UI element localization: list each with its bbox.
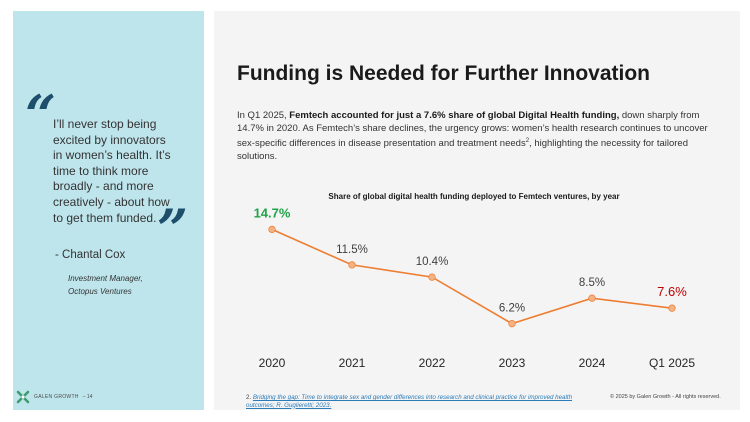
copyright-notice: © 2025 by Galen Growth - All rights rese… <box>610 394 721 400</box>
data-point <box>588 294 596 302</box>
intro-body: down sharply from 14.7% in 2020. As Femt… <box>237 110 708 150</box>
x-tick-label: 2023 <box>499 356 526 370</box>
x-tick-label: 2020 <box>259 356 286 370</box>
data-point <box>668 304 676 312</box>
close-quote-icon: ” <box>157 197 189 261</box>
x-tick-label: 2022 <box>419 356 446 370</box>
footnote-link[interactable]: Bridging the gap: Time to integrate sex … <box>246 394 573 409</box>
x-tick-label: 2021 <box>339 356 366 370</box>
data-label: 10.4% <box>416 256 449 268</box>
intro-paragraph: In Q1 2025, Femtech accounted for just a… <box>237 110 727 163</box>
quote-role-company: Octopus Ventures <box>68 287 132 296</box>
intro-end: , highlighting the necessity for tailore… <box>237 138 689 162</box>
galen-growth-logo-icon <box>16 390 30 404</box>
page-title: Funding is Needed for Further Innovation <box>237 62 650 85</box>
data-point <box>428 273 436 281</box>
company-logo: GALEN GROWTH – 14 <box>16 390 92 404</box>
data-label: 8.5% <box>579 277 605 289</box>
funding-share-line-chart: Share of global digital health funding d… <box>254 192 696 370</box>
x-tick-label: 2024 <box>579 356 606 370</box>
data-point <box>268 225 276 234</box>
data-label: 14.7% <box>254 205 291 220</box>
series-line <box>271 228 673 325</box>
intro-highlight: Femtech accounted for just a 7.6% share … <box>289 110 620 121</box>
footnote-number: 2. <box>246 394 252 401</box>
data-point <box>348 261 356 269</box>
quote-role-title: Investment Manager, <box>68 274 143 283</box>
intro-footnote-ref: 2 <box>525 138 530 144</box>
intro-lead: In Q1 2025, <box>237 110 287 121</box>
x-tick-label: Q1 2025 <box>649 356 695 370</box>
page-number: – 14 <box>82 394 93 400</box>
logo-text: GALEN GROWTH <box>34 394 79 400</box>
data-label: 6.2% <box>499 303 525 315</box>
quote-author-role: Investment Manager, Octopus Ventures <box>68 272 143 298</box>
content-panel <box>214 11 740 410</box>
data-label: 11.5% <box>336 244 368 256</box>
chart-title: Share of global digital health funding d… <box>328 192 619 201</box>
quote-text: I’ll never stop being excited by innovat… <box>53 117 171 225</box>
data-label: 7.6% <box>657 284 687 299</box>
footnote: 2. Bridging the gap: Time to integrate s… <box>246 394 586 409</box>
quote-author: - Chantal Cox <box>55 249 126 261</box>
quote-panel <box>13 11 204 410</box>
data-point <box>508 320 516 328</box>
open-quote-icon: “ <box>25 83 57 147</box>
